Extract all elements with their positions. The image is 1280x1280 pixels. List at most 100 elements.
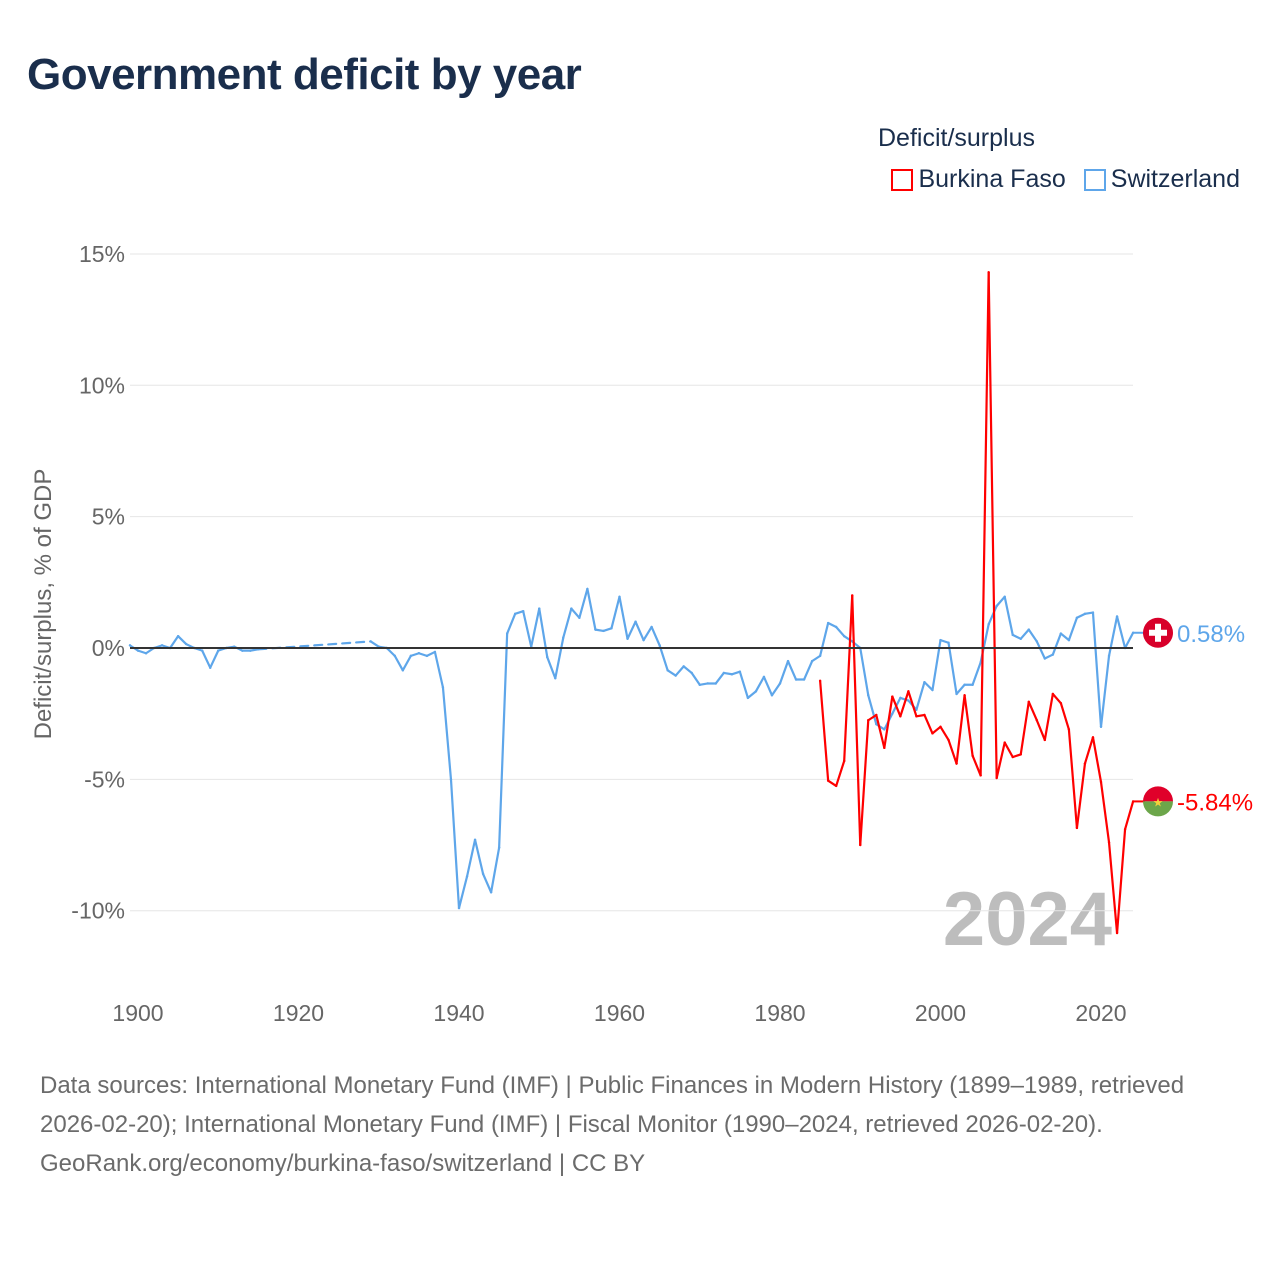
data-point-switzerland: [682, 665, 685, 668]
data-point-switzerland: [209, 666, 212, 669]
series-segment-switzerland: [498, 632, 509, 849]
series-segment-burkina-faso: [931, 725, 942, 735]
series-segment-switzerland: [1043, 653, 1054, 660]
data-point-switzerland: [513, 612, 517, 616]
series-segment-switzerland: [425, 650, 437, 657]
y-tick-label: -5%: [84, 766, 125, 792]
series-segment-switzerland: [778, 660, 790, 685]
data-point-switzerland: [570, 607, 573, 610]
data-point-switzerland: [1027, 628, 1030, 631]
data-point-switzerland: [522, 610, 525, 613]
data-point-switzerland: [1115, 615, 1119, 618]
series-segment-switzerland: [730, 670, 741, 676]
credit-link[interactable]: GeoRank.org/economy/burkina-faso/switzer…: [40, 1150, 646, 1177]
series-segment-switzerland: [642, 625, 653, 642]
data-point-switzerland: [1091, 611, 1095, 614]
series-segment-burkina-faso: [939, 725, 950, 742]
legend-item-switzerland[interactable]: Switzerland: [1083, 165, 1240, 194]
data-point-switzerland: [1083, 612, 1087, 616]
data-point-switzerland: [1107, 654, 1111, 658]
series-segment-switzerland: [1019, 628, 1030, 640]
y-tick-label: 10%: [79, 372, 125, 398]
series-segment-switzerland: [249, 648, 260, 652]
data-point-switzerland: [425, 654, 429, 658]
data-point-switzerland: [1011, 633, 1014, 637]
end-value-label: -5.84%: [1177, 789, 1253, 816]
series-segment-switzerland: [714, 671, 725, 685]
data-point-switzerland: [1035, 640, 1039, 643]
series-segment-switzerland: [401, 654, 412, 672]
data-point-switzerland: [971, 683, 974, 686]
data-point-switzerland: [249, 649, 252, 652]
y-tick-label: -10%: [71, 898, 125, 924]
data-point-switzerland: [217, 649, 220, 652]
legend-item-burkina-faso[interactable]: Burkina Faso: [891, 165, 1066, 194]
series-segment-switzerland: [1099, 654, 1111, 728]
data-point-burkina-faso: [851, 594, 854, 597]
data-point-switzerland: [1067, 638, 1071, 642]
data-point-burkina-faso: [834, 784, 838, 788]
data-point-switzerland: [762, 675, 766, 679]
data-point-burkina-faso: [1011, 755, 1014, 759]
series-segment-burkina-faso: [947, 738, 958, 765]
data-point-switzerland: [546, 655, 549, 659]
data-point-burkina-faso: [1059, 701, 1063, 705]
series-segment-burkina-faso: [1123, 800, 1135, 831]
data-point-switzerland: [1099, 725, 1103, 729]
data-point-switzerland: [802, 678, 806, 681]
data-point-burkina-faso: [1019, 753, 1022, 756]
data-point-switzerland: [602, 629, 605, 633]
series-segment-switzerland: [1035, 640, 1046, 660]
flag-star: ★: [1153, 795, 1164, 809]
legend-label: Burkina Faso: [918, 165, 1066, 193]
series-segment-switzerland: [1091, 611, 1103, 728]
series-segment-switzerland: [449, 778, 461, 910]
data-point-burkina-faso: [971, 754, 974, 757]
series-segment-switzerland: [1107, 615, 1119, 657]
series-segment-switzerland: [658, 644, 669, 672]
y-tick-label: 15%: [79, 241, 125, 267]
series-segment-burkina-faso: [899, 690, 910, 718]
data-point-switzerland: [722, 671, 726, 675]
data-point-switzerland: [907, 699, 910, 702]
data-point-burkina-faso: [1091, 736, 1095, 739]
data-point-burkina-faso: [915, 715, 918, 718]
series-segment-switzerland: [915, 681, 926, 711]
series-segment-switzerland: [594, 628, 605, 633]
series-segment-switzerland: [433, 650, 445, 689]
series-segment-switzerland: [618, 595, 629, 640]
series-segment-burkina-faso: [875, 713, 886, 749]
data-point-burkina-faso: [923, 713, 926, 717]
data-point-switzerland: [915, 708, 918, 711]
series-segment-switzerland: [369, 640, 380, 648]
series-segment-switzerland: [770, 682, 782, 697]
data-point-burkina-faso: [939, 725, 942, 729]
series-segment-switzerland: [1075, 612, 1087, 619]
data-point-switzerland: [626, 637, 629, 641]
end-value-label: 0.58%: [1177, 621, 1245, 648]
data-point-switzerland: [730, 673, 734, 676]
series-burkina-faso: [818, 271, 1135, 935]
series-segment-switzerland: [201, 649, 212, 669]
series-segment-burkina-faso: [883, 695, 894, 749]
series-segment-switzerland: [481, 872, 493, 894]
data-point-burkina-faso: [987, 271, 990, 274]
series-segment-switzerland: [1123, 631, 1135, 650]
data-point-switzerland: [995, 604, 998, 608]
data-point-burkina-faso: [1099, 780, 1103, 784]
data-point-switzerland: [393, 654, 396, 658]
series-segment-switzerland: [867, 694, 878, 726]
series-segment-switzerland: [762, 675, 774, 697]
data-point-burkina-faso: [1115, 931, 1119, 935]
series-segment-burkina-faso: [963, 694, 974, 757]
series-segment-switzerland: [722, 671, 733, 676]
series-segment-switzerland: [602, 627, 613, 633]
series-segment-burkina-faso: [923, 713, 934, 735]
data-point-burkina-faso: [891, 695, 894, 698]
series-segment-switzerland: [995, 595, 1006, 608]
data-point-switzerland: [786, 659, 790, 663]
series-segment-switzerland: [786, 660, 798, 681]
data-point-switzerland: [160, 644, 164, 647]
x-tick-label: 1920: [273, 1000, 324, 1026]
